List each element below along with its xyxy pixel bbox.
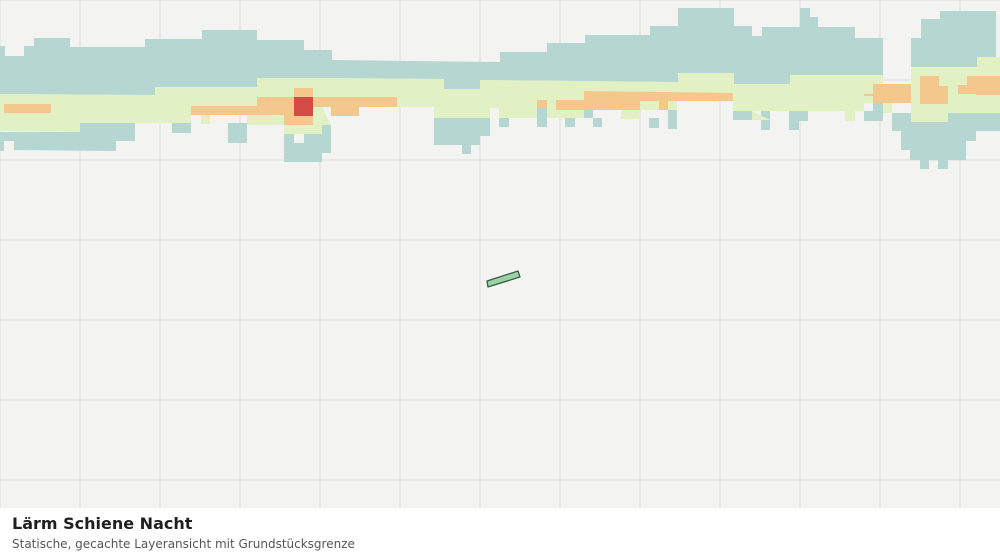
map-caption: Lärm Schiene Nacht Statische, gecachte L… bbox=[0, 508, 1000, 560]
noise-zone-level-1 bbox=[892, 113, 1000, 169]
noise-zone-level-1 bbox=[0, 141, 4, 151]
noise-zone-level-1 bbox=[0, 8, 883, 95]
noise-zone-level-3 bbox=[920, 76, 948, 104]
noise-zone-level-3 bbox=[958, 76, 1000, 95]
noise-zone-level-1 bbox=[537, 108, 547, 127]
noise-zone-level-1 bbox=[911, 11, 996, 67]
noise-zone-level-1 bbox=[565, 118, 575, 127]
noise-zone-level-1 bbox=[789, 111, 808, 121]
noise-zone-level-1 bbox=[733, 111, 752, 120]
noise-zone-level-1 bbox=[789, 121, 799, 130]
noise-zone-level-1 bbox=[873, 103, 883, 112]
noise-zone-level-1 bbox=[499, 118, 509, 127]
layer-subtitle: Statische, gecachte Layeransicht mit Gru… bbox=[12, 537, 355, 551]
noise-zone-level-1 bbox=[0, 132, 14, 141]
noise-zone-level-1 bbox=[434, 118, 490, 154]
noise-zone-level-1 bbox=[649, 118, 659, 128]
noise-zone-level-1 bbox=[668, 110, 677, 129]
noise-zone-level-1 bbox=[593, 118, 602, 127]
noise-zone-level-1 bbox=[284, 125, 331, 162]
noise-zone-level-2 bbox=[0, 73, 883, 134]
parcel-boundary[interactable] bbox=[486, 270, 521, 288]
noise-zone-level-1 bbox=[584, 108, 593, 118]
noise-zone-level-1 bbox=[14, 123, 135, 151]
noise-zone-level-4 bbox=[294, 97, 313, 116]
noise-zone-level-1 bbox=[228, 123, 247, 143]
map-canvas[interactable] bbox=[0, 0, 1000, 508]
noise-zone-level-3 bbox=[4, 104, 51, 113]
noise-zone-level-1 bbox=[864, 111, 883, 121]
map-view[interactable] bbox=[0, 0, 1000, 508]
noise-zone-level-1 bbox=[761, 111, 770, 130]
noise-zone-level-1 bbox=[172, 123, 191, 133]
noise-zone-level-3 bbox=[556, 91, 733, 110]
noise-zone-level-3 bbox=[537, 100, 547, 108]
noise-zone-level-3 bbox=[864, 84, 911, 103]
layer-title: Lärm Schiene Nacht bbox=[12, 514, 193, 533]
noise-band-level-4 bbox=[294, 97, 313, 116]
